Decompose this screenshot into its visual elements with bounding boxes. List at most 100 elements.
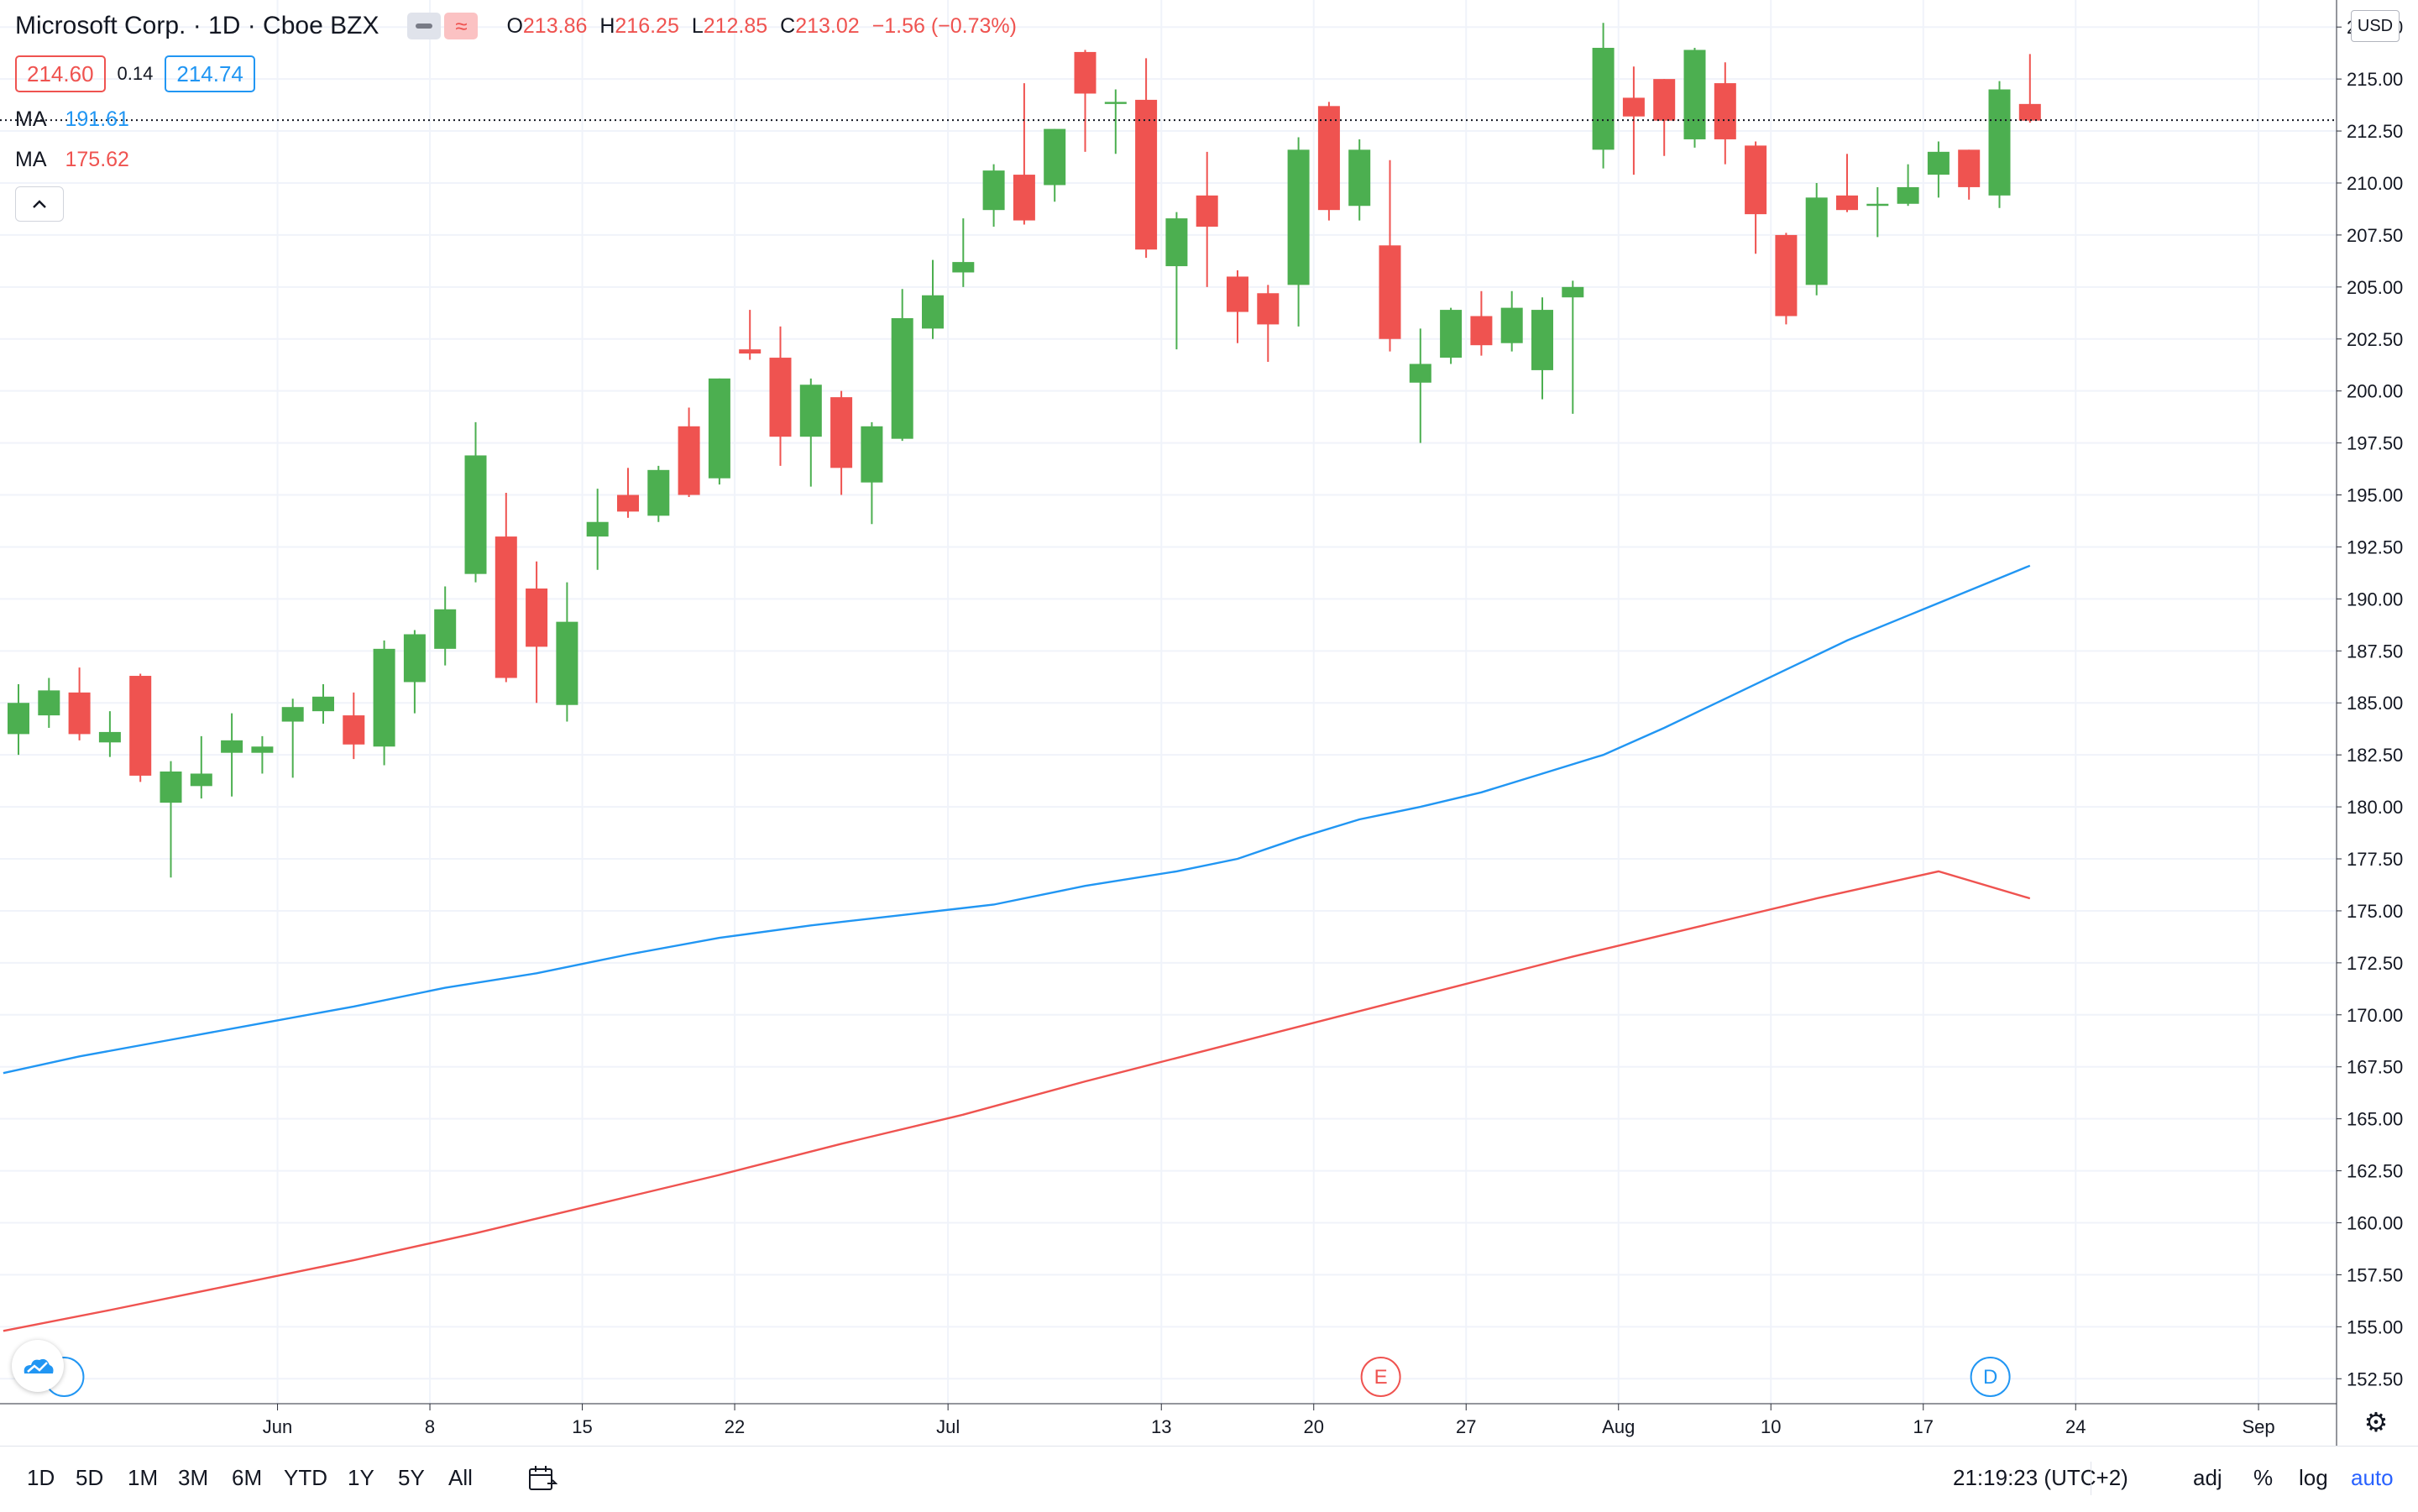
candle [586,489,609,570]
range-button-6m[interactable]: 6M [232,1465,263,1490]
bid-price[interactable]: 214.60 [15,55,106,92]
range-button-3m[interactable]: 3M [178,1465,209,1490]
candle-body [38,690,60,716]
candle [1317,102,1340,221]
ma-fast-legend[interactable]: MA 191.61 [15,107,129,132]
ma-fast-value: 191.61 [65,107,129,131]
ma-fast-label: MA [15,107,47,131]
price-tick-label: 162.50 [2347,1161,2403,1182]
candle-body [678,426,700,495]
price-tick-label: 195.00 [2347,485,2403,506]
candle-body [1379,245,1401,339]
candle [312,683,334,725]
percent-toggle[interactable]: % [2253,1465,2274,1490]
candle-body [891,317,913,439]
candle [799,378,822,487]
range-button-1d[interactable]: 1D [27,1465,55,1490]
candle-body [647,469,670,516]
clock-display[interactable]: 21:19:23 (UTC+2) [1953,1465,2128,1490]
log-toggle[interactable]: log [2299,1465,2328,1490]
candle-body [1348,149,1371,207]
candle [647,465,670,522]
time-axis[interactable]: Jun 8 15 22 Jul 13 20 27 Aug 10 17 24 Sep [0,1403,2337,1437]
candle-body [708,378,730,479]
candle [1227,270,1248,343]
candle [1775,233,1798,325]
range-button-1m[interactable]: 1M [128,1465,159,1490]
compare-wave-icon[interactable]: ≈ [444,13,479,39]
candle-body [98,731,121,743]
legend-header: Microsoft Corp. · 1D · Cboe BZX ≈ O213.8… [15,12,1017,40]
candle [495,493,517,683]
candle-body [1500,307,1523,343]
candle [98,711,121,757]
candle [830,390,853,495]
candle-body [221,740,243,753]
candle-body [1440,310,1463,358]
candlestick-series [8,23,2041,878]
price-chart[interactable]: 213.02 217.50215.00212.50210.00207.50205… [0,0,2418,1446]
hide-legend-icon[interactable] [407,13,442,39]
time-tick-label: 8 [425,1416,435,1437]
candle [1805,182,1828,296]
price-tick-label: 205.00 [2347,277,2403,298]
range-button-ytd[interactable]: YTD [284,1465,327,1490]
candle-body [1074,51,1096,94]
candle-body [830,397,853,468]
candle-body [1104,102,1127,104]
time-tick-label: Jun [263,1416,292,1437]
chevron-up-icon [33,200,46,208]
settings-gear-icon[interactable]: ⚙ [2363,1407,2389,1437]
range-button-1y[interactable]: 1Y [348,1465,374,1490]
candle [1927,141,1950,198]
ask-price[interactable]: 214.74 [165,55,255,92]
candle [1988,81,2011,208]
ma-slow-series [3,870,2031,1332]
price-tick-label: 170.00 [2347,1005,2403,1026]
date-range-icon[interactable] [527,1463,558,1498]
range-button-5d[interactable]: 5D [76,1465,104,1490]
ma-slow-legend[interactable]: MA 175.62 [15,148,129,172]
price-axis[interactable]: 217.50215.00212.50210.00207.50205.00202.… [2336,0,2418,1446]
candle-body [982,170,1005,211]
close-value: 213.02 [795,13,860,38]
range-button-5y[interactable]: 5Y [398,1465,425,1490]
candle [1104,89,1127,154]
candle-body [1562,286,1584,298]
symbol-title[interactable]: Microsoft Corp. · 1D · Cboe BZX [15,12,379,39]
candle-body [1531,310,1553,370]
candle [952,218,975,287]
candle [251,735,274,774]
range-button-all[interactable]: All [448,1465,473,1490]
candle-body [160,771,182,803]
price-axis-bg [2337,0,2418,1446]
price-tick-label: 167.50 [2347,1057,2403,1078]
event-marker[interactable]: E [1360,1357,1401,1397]
time-tick-label: 10 [1761,1416,1781,1437]
candle [1135,58,1158,259]
candle [1379,160,1401,352]
currency-badge[interactable]: USD [2351,10,2400,42]
price-tick-label: 190.00 [2347,589,2403,610]
candle [708,378,730,485]
candle [434,586,457,666]
collapse-legend-button[interactable] [15,186,64,222]
cloud-logo-icon [24,1358,54,1373]
open-value: 213.86 [522,13,588,38]
price-tick-label: 177.50 [2347,849,2403,870]
auto-toggle[interactable]: auto [2351,1465,2394,1490]
event-marker-circle [1360,1357,1401,1397]
tradingview-logo[interactable] [12,1340,64,1392]
price-tick-label: 180.00 [2347,797,2403,818]
price-tick-label: 212.50 [2347,121,2403,142]
price-tick-label: 202.50 [2347,329,2403,350]
candle-body [1988,89,2011,196]
event-marker[interactable]: D [1970,1357,2011,1397]
last-price-line: 213.02 [0,107,2417,134]
candle-body [1044,128,1066,186]
candle-body [464,455,487,574]
candle-body [1653,79,1676,121]
adj-toggle[interactable]: adj [2193,1465,2222,1490]
candle [1531,297,1553,400]
